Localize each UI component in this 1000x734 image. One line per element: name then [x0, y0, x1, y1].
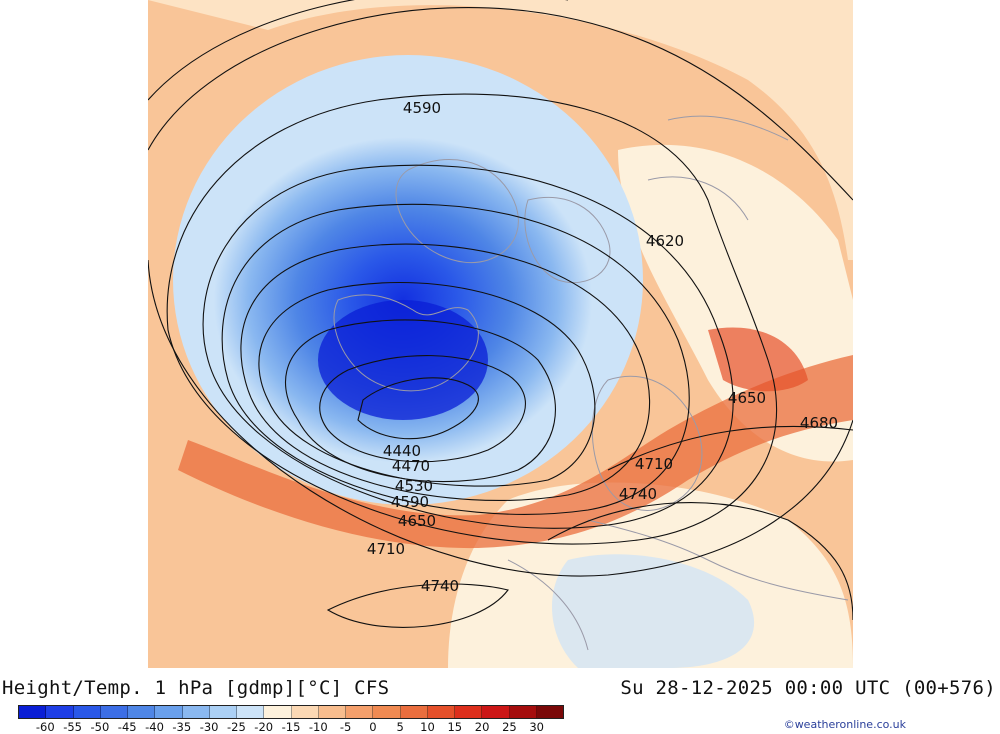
legend-tick-label: 30: [529, 720, 545, 734]
legend-swatch: [400, 706, 428, 718]
legend-swatch: [509, 706, 537, 718]
credit-link[interactable]: ©weatheronline.co.uk: [783, 718, 906, 731]
contour-label-4650-east: 4650: [728, 389, 766, 407]
legend-tick-label: -35: [172, 720, 192, 734]
legend-tick-label: -20: [254, 720, 274, 734]
legend-swatch: [264, 706, 292, 718]
legend-tick-label: -55: [63, 720, 82, 734]
weather-map: 4590 4620 4650 4680 4440 4470 4530 4590 …: [148, 0, 853, 668]
map-title: Height/Temp. 1 hPa [gdmp][°C] CFS: [2, 677, 390, 699]
contour-label-4620: 4620: [646, 232, 684, 250]
coastlines: [333, 115, 849, 651]
polar-vortex-core: [318, 300, 488, 420]
legend-tick-label: -50: [90, 720, 110, 734]
legend-swatch: [73, 706, 101, 718]
legend-swatch: [209, 706, 237, 718]
legend-tick-label: -25: [226, 720, 246, 734]
legend-swatch: [536, 706, 563, 718]
legend-swatch: [19, 706, 47, 718]
legend-swatch: [237, 706, 265, 718]
legend-swatch: [318, 706, 346, 718]
contour-label-4590-south: 4590: [391, 493, 429, 511]
legend-swatch: [155, 706, 183, 718]
contour-label-4740-east: 4740: [619, 485, 657, 503]
legend-tick-label: -30: [199, 720, 219, 734]
contour-label-4440: 4440: [383, 442, 421, 460]
legend-swatch: [346, 706, 374, 718]
legend-swatch: [455, 706, 483, 718]
legend-tick-label: 5: [396, 720, 404, 734]
pale-band-north: [148, 0, 853, 260]
legend-swatch: [427, 706, 455, 718]
contour-label-4710-south: 4710: [367, 540, 405, 558]
legend-swatch: [373, 706, 401, 718]
legend-swatch: [100, 706, 128, 718]
legend-tick-label: 0: [369, 720, 377, 734]
legend-swatch: [482, 706, 510, 718]
legend-swatch: [46, 706, 74, 718]
legend-tick-label: 20: [474, 720, 490, 734]
map-timestamp: Su 28-12-2025 00:00 UTC (00+576): [620, 677, 996, 699]
color-legend: [18, 705, 564, 719]
contour-label-4530: 4530: [395, 477, 433, 495]
legend-swatch: [291, 706, 319, 718]
legend-tick-label: -5: [339, 720, 352, 734]
pale-patch-south: [551, 554, 755, 668]
contour-label-4470: 4470: [392, 457, 430, 475]
legend-tick-label: -10: [308, 720, 328, 734]
legend-tick-label: 25: [502, 720, 517, 734]
legend-swatch: [182, 706, 210, 718]
contour-label-4680: 4680: [800, 414, 838, 432]
legend-tick-label: 15: [447, 720, 463, 734]
warm-patch-east: [708, 327, 808, 392]
legend-tick-label: -45: [117, 720, 137, 734]
contour-label-4650-south: 4650: [398, 512, 436, 530]
legend-tick-label: 10: [420, 720, 435, 734]
legend-tick-label: -60: [35, 720, 55, 734]
contour-label-4590-top: 4590: [403, 99, 441, 117]
contour-label-4710-east: 4710: [635, 455, 673, 473]
legend-tick-label: -15: [281, 720, 301, 734]
legend-tick-label: -40: [145, 720, 164, 734]
contour-label-4740-south: 4740: [421, 577, 459, 595]
height-contours: [148, 0, 853, 628]
color-legend-ticks: -60 -55 -50 -45 -40 -35 -30 -25 -20 -15 -10 -5 0 5 10 1…: [18, 720, 564, 734]
legend-swatch: [128, 706, 156, 718]
